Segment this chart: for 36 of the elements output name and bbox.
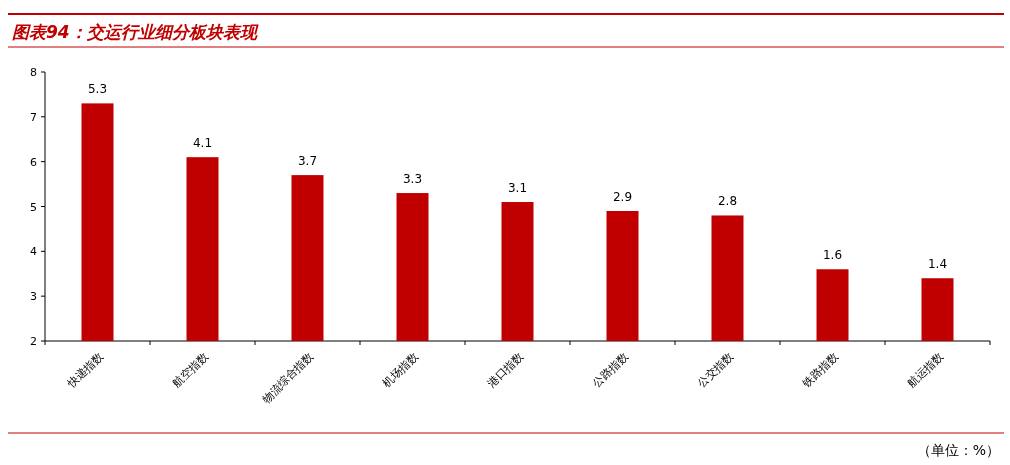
data-label: 2.9 [612, 189, 633, 204]
y-tick-label: 8 [30, 66, 37, 79]
x-tick-label: 公交指数 [695, 349, 736, 391]
y-tick-label: 3 [30, 290, 37, 304]
y-tick-label: 4 [30, 245, 37, 259]
bar [291, 175, 324, 341]
data-label: 3.1 [507, 181, 528, 196]
data-label: 4.1 [192, 136, 213, 151]
chart-title: 图表94：交运行业细分板块表现 [12, 22, 259, 42]
text: （单位：%） [916, 442, 1000, 458]
data-label: 1.4 [927, 257, 948, 272]
data-label: 3.3 [402, 172, 423, 187]
bar [501, 202, 534, 341]
bar [81, 103, 114, 341]
bar [186, 157, 219, 341]
bar [396, 193, 429, 341]
x-tick-label: 公路指数 [590, 349, 631, 391]
data-label: 3.7 [297, 154, 318, 169]
x-tick-label: 铁路指数 [799, 349, 841, 391]
y-tick-label: 2 [30, 335, 37, 348]
data-label: 1.6 [822, 248, 843, 263]
y-tick-label: 7 [30, 110, 37, 124]
bar [711, 215, 744, 341]
y-tick-label: 5 [30, 200, 37, 214]
y-tick-label: 6 [30, 155, 37, 169]
bar [921, 278, 954, 341]
data-label: 5.3 [87, 82, 108, 97]
x-tick-label: 物流综合指数 [259, 349, 316, 406]
x-tick-label: 快递指数 [64, 349, 106, 391]
data-label: 2.8 [717, 194, 738, 209]
bar [816, 269, 849, 341]
x-tick-label: 机场指数 [380, 349, 421, 391]
x-tick-label: 航运指数 [905, 349, 946, 391]
bar [606, 210, 639, 341]
x-tick-label: 港口指数 [485, 349, 526, 391]
x-tick-label: 航空指数 [170, 349, 211, 391]
